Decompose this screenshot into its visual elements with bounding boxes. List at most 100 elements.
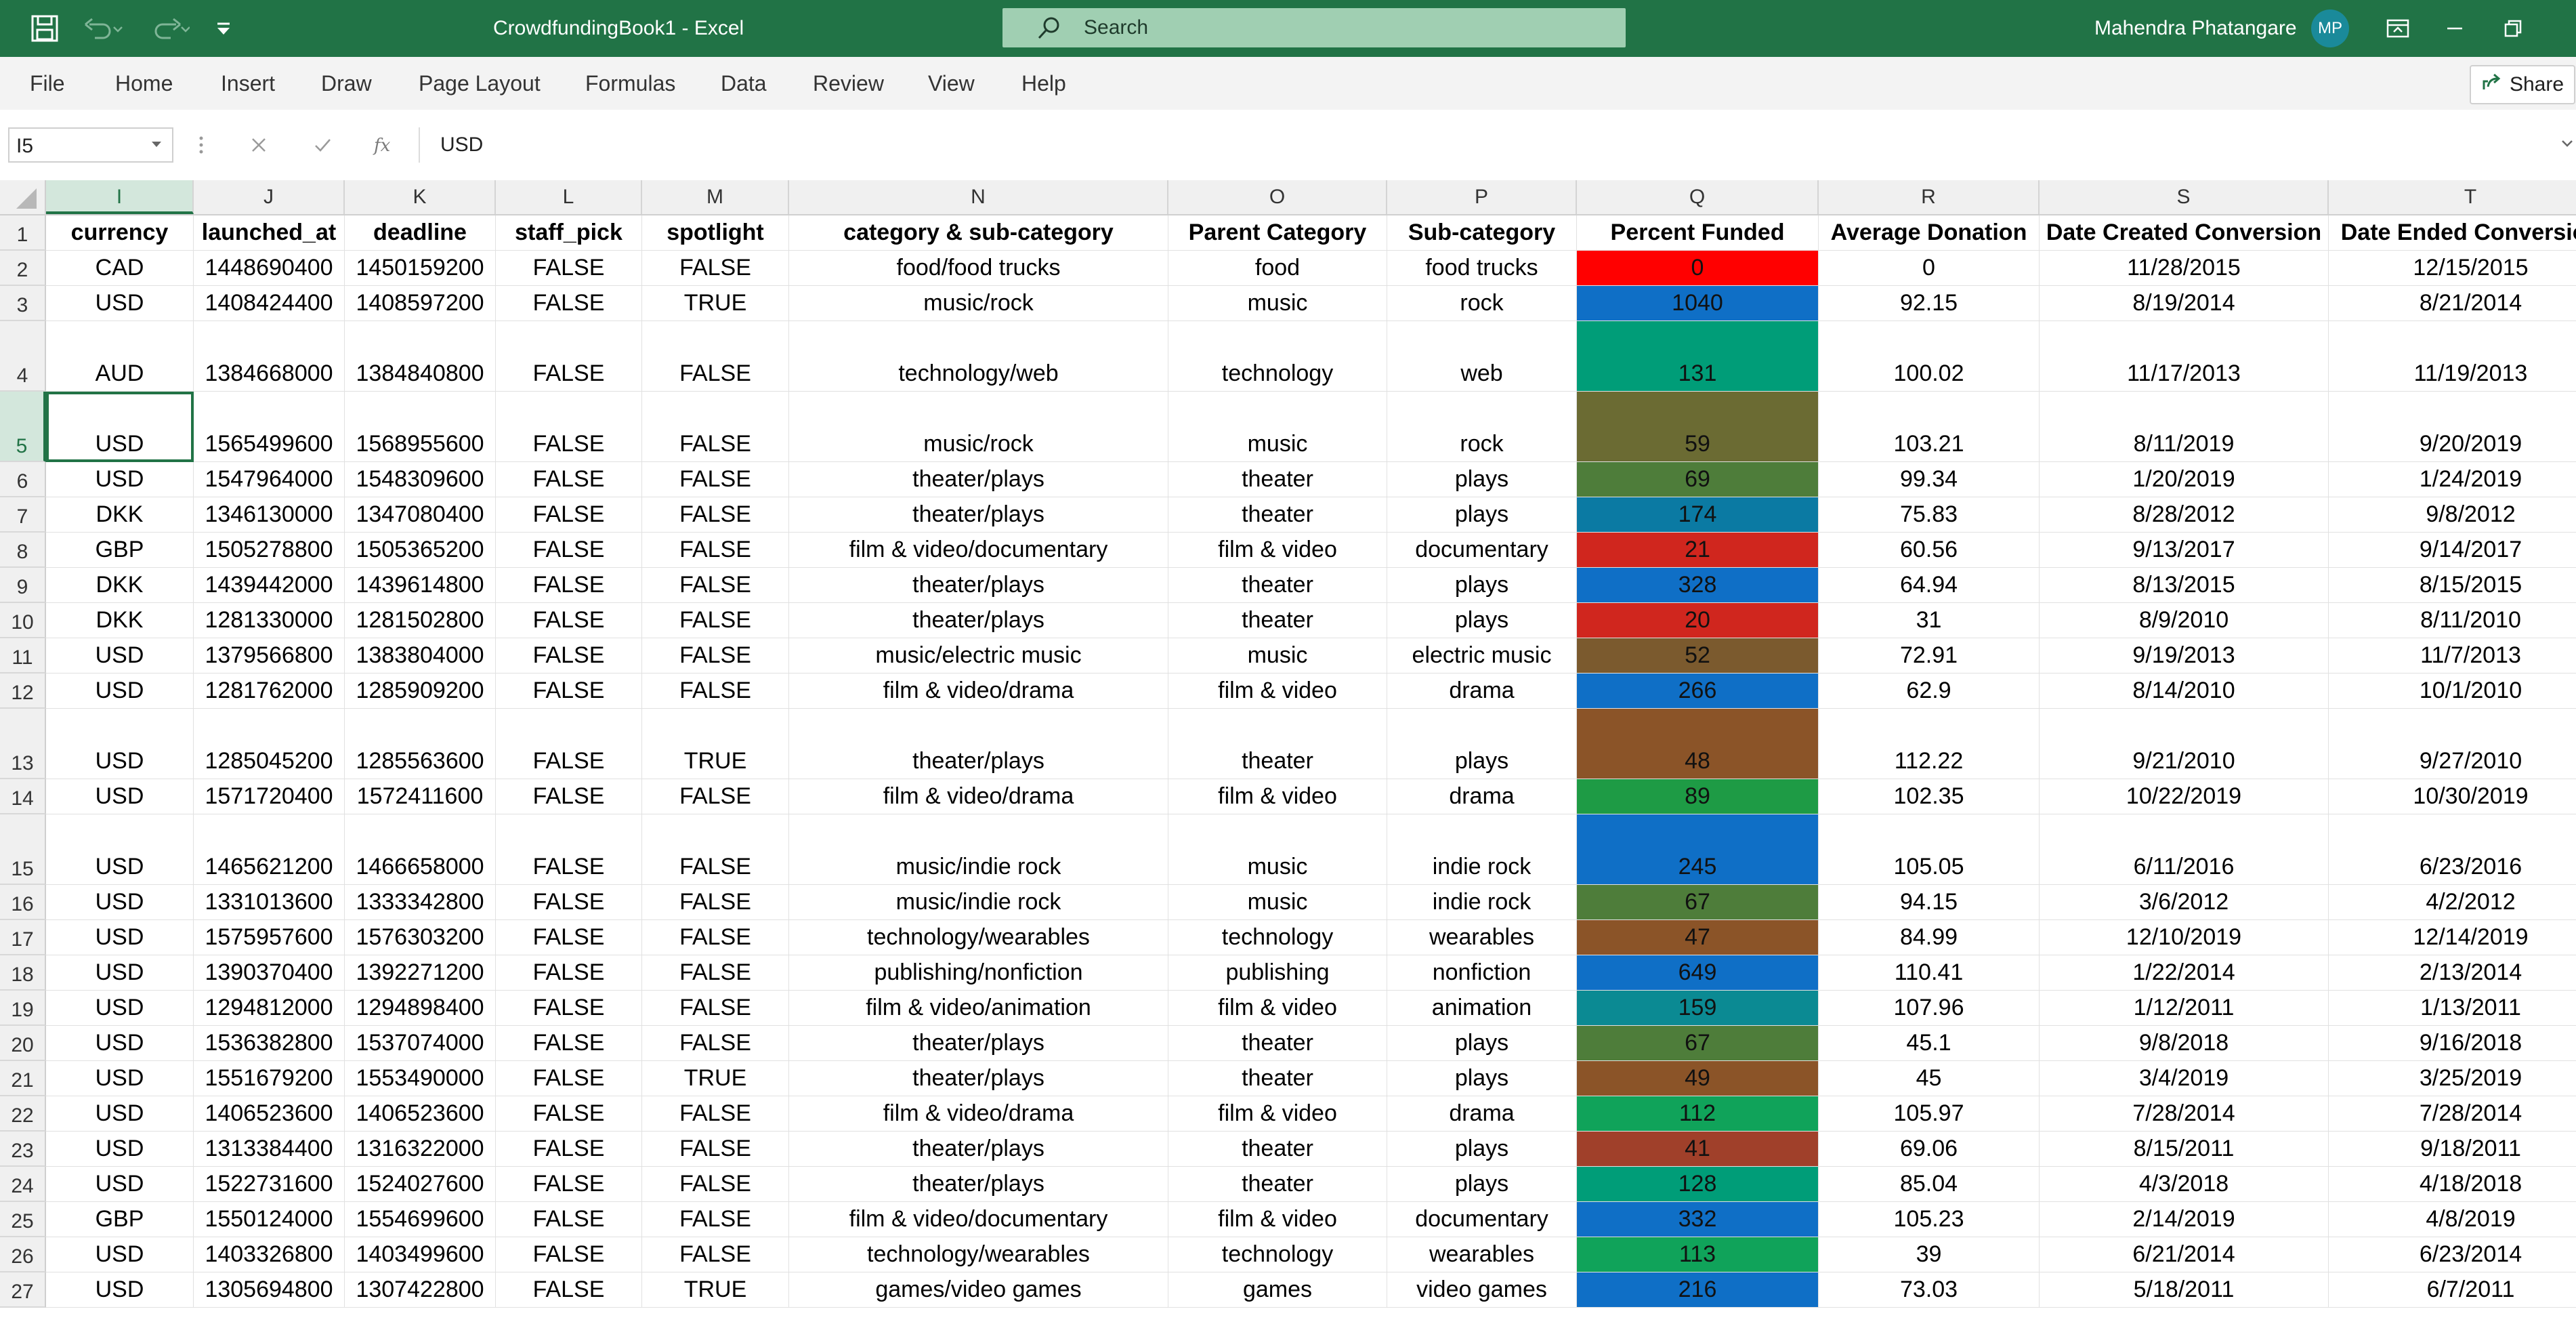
cell[interactable]: 1333342800 xyxy=(345,885,496,920)
cell[interactable]: 2/13/2014 xyxy=(2329,955,2576,991)
cell[interactable]: FALSE xyxy=(496,533,642,568)
row-header[interactable]: 18 xyxy=(0,955,46,991)
cell[interactable]: 11/17/2013 xyxy=(2040,321,2329,392)
cell[interactable]: 4/2/2012 xyxy=(2329,885,2576,920)
cell[interactable]: film & video/drama xyxy=(789,779,1168,814)
cell[interactable]: drama xyxy=(1387,674,1577,709)
cell[interactable]: plays xyxy=(1387,1026,1577,1061)
cell[interactable]: 1439614800 xyxy=(345,568,496,603)
cell[interactable]: FALSE xyxy=(642,674,789,709)
cell[interactable]: 1305694800 xyxy=(194,1272,345,1308)
cell[interactable]: 3/25/2019 xyxy=(2329,1061,2576,1096)
menu-help[interactable]: Help xyxy=(1021,71,1066,96)
cell[interactable]: 1390370400 xyxy=(194,955,345,991)
cell[interactable]: 9/18/2011 xyxy=(2329,1132,2576,1167)
cell[interactable]: USD xyxy=(46,920,194,955)
cell[interactable]: TRUE xyxy=(642,1061,789,1096)
row-header[interactable]: 6 xyxy=(0,462,46,497)
cell[interactable]: theater xyxy=(1168,568,1387,603)
cell[interactable]: FALSE xyxy=(496,709,642,779)
cell[interactable]: USD xyxy=(46,286,194,321)
menu-draw[interactable]: Draw xyxy=(321,71,372,96)
menu-view[interactable]: View xyxy=(928,71,975,96)
column-header-m[interactable]: M xyxy=(642,180,789,214)
cell[interactable]: 105.97 xyxy=(1819,1096,2040,1132)
row-header[interactable]: 13 xyxy=(0,709,46,779)
cell[interactable]: 94.15 xyxy=(1819,885,2040,920)
cell[interactable]: publishing xyxy=(1168,955,1387,991)
cell[interactable]: technology/wearables xyxy=(789,1237,1168,1272)
cell[interactable]: music/rock xyxy=(789,286,1168,321)
cell[interactable]: FALSE xyxy=(642,920,789,955)
cell[interactable]: FALSE xyxy=(496,638,642,674)
cell[interactable]: 0 xyxy=(1577,251,1819,286)
cell[interactable]: music xyxy=(1168,638,1387,674)
cell[interactable]: 100.02 xyxy=(1819,321,2040,392)
ribbon-display-options-icon[interactable] xyxy=(2371,9,2425,47)
cell[interactable]: 31 xyxy=(1819,603,2040,638)
cell[interactable]: USD xyxy=(46,674,194,709)
cell[interactable]: 131 xyxy=(1577,321,1819,392)
cell[interactable]: 8/28/2012 xyxy=(2040,497,2329,533)
row-header[interactable]: 16 xyxy=(0,885,46,920)
cell[interactable]: plays xyxy=(1387,497,1577,533)
cell[interactable]: 1571720400 xyxy=(194,779,345,814)
cell[interactable]: FALSE xyxy=(496,1272,642,1308)
cell[interactable]: 1465621200 xyxy=(194,814,345,885)
cell[interactable]: 7/28/2014 xyxy=(2329,1096,2576,1132)
cell[interactable]: 12/15/2015 xyxy=(2329,251,2576,286)
cell[interactable]: 9/27/2010 xyxy=(2329,709,2576,779)
cell[interactable]: theater/plays xyxy=(789,568,1168,603)
menu-formulas[interactable]: Formulas xyxy=(585,71,676,96)
cell[interactable]: 4/3/2018 xyxy=(2040,1167,2329,1202)
cell[interactable]: USD xyxy=(46,779,194,814)
cell[interactable]: USD xyxy=(46,1237,194,1272)
cell[interactable]: 20 xyxy=(1577,603,1819,638)
cell[interactable]: 1331013600 xyxy=(194,885,345,920)
cell[interactable]: 1547964000 xyxy=(194,462,345,497)
cell[interactable]: 266 xyxy=(1577,674,1819,709)
column-header-t[interactable]: T xyxy=(2329,180,2576,214)
cell[interactable]: 62.9 xyxy=(1819,674,2040,709)
cell[interactable]: FALSE xyxy=(642,1237,789,1272)
cell[interactable]: plays xyxy=(1387,1167,1577,1202)
cell[interactable]: FALSE xyxy=(642,321,789,392)
cell[interactable]: wearables xyxy=(1387,1237,1577,1272)
cell[interactable]: FALSE xyxy=(496,568,642,603)
column-title[interactable]: launched_at xyxy=(194,215,345,251)
cell[interactable]: rock xyxy=(1387,286,1577,321)
cell[interactable]: 48 xyxy=(1577,709,1819,779)
column-header-i[interactable]: I xyxy=(46,180,194,214)
cell[interactable]: technology/web xyxy=(789,321,1168,392)
cell[interactable]: 5/18/2011 xyxy=(2040,1272,2329,1308)
cell[interactable]: USD xyxy=(46,638,194,674)
cell[interactable]: 1294812000 xyxy=(194,991,345,1026)
redo-icon[interactable] xyxy=(142,9,196,47)
cell[interactable]: USD xyxy=(46,885,194,920)
cell[interactable]: 174 xyxy=(1577,497,1819,533)
cell[interactable]: TRUE xyxy=(642,286,789,321)
cell[interactable]: FALSE xyxy=(496,885,642,920)
cell[interactable]: 1548309600 xyxy=(345,462,496,497)
cell[interactable]: FALSE xyxy=(642,779,789,814)
enter-check-icon[interactable] xyxy=(302,127,343,163)
cell[interactable]: video games xyxy=(1387,1272,1577,1308)
cell[interactable]: 12/10/2019 xyxy=(2040,920,2329,955)
cell[interactable]: FALSE xyxy=(642,497,789,533)
row-header[interactable]: 12 xyxy=(0,674,46,709)
cell[interactable]: wearables xyxy=(1387,920,1577,955)
insert-function-icon[interactable]: fx xyxy=(364,127,405,163)
cell[interactable]: 1466658000 xyxy=(345,814,496,885)
column-header-j[interactable]: J xyxy=(194,180,345,214)
cell[interactable]: USD xyxy=(46,462,194,497)
cell[interactable]: 8/21/2014 xyxy=(2329,286,2576,321)
cell[interactable]: 75.83 xyxy=(1819,497,2040,533)
cell[interactable]: FALSE xyxy=(496,991,642,1026)
cell[interactable]: plays xyxy=(1387,1132,1577,1167)
cell[interactable]: 9/14/2017 xyxy=(2329,533,2576,568)
select-all-corner[interactable] xyxy=(0,180,46,214)
cell[interactable]: documentary xyxy=(1387,1202,1577,1237)
cell[interactable]: 1313384400 xyxy=(194,1132,345,1167)
cell[interactable]: 1281330000 xyxy=(194,603,345,638)
menu-file[interactable]: File xyxy=(30,71,65,96)
